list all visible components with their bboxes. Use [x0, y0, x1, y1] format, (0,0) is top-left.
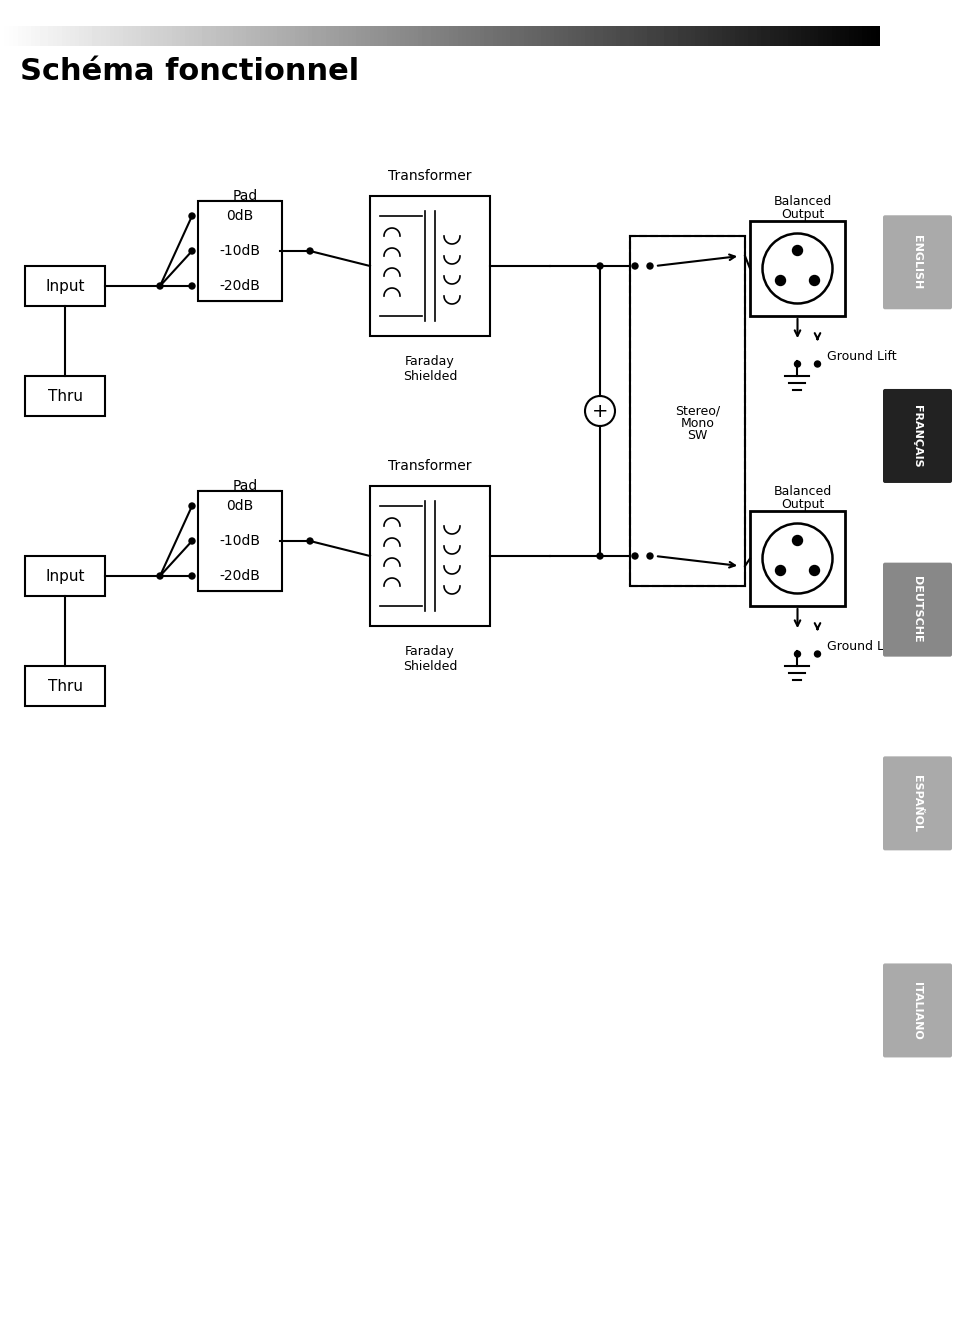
Circle shape: [189, 573, 194, 578]
Circle shape: [792, 246, 801, 255]
FancyBboxPatch shape: [882, 215, 951, 309]
Circle shape: [775, 275, 784, 286]
Text: Thru: Thru: [48, 389, 82, 403]
Text: Ground Lift: Ground Lift: [826, 350, 896, 362]
Text: Schéma fonctionnel: Schéma fonctionnel: [20, 56, 359, 86]
FancyBboxPatch shape: [882, 562, 951, 656]
Text: Shielded: Shielded: [402, 660, 456, 672]
Bar: [198, 492, 282, 591]
Circle shape: [307, 248, 313, 254]
Circle shape: [189, 212, 194, 219]
Text: Input: Input: [45, 278, 85, 294]
Text: Faraday: Faraday: [405, 354, 455, 367]
Text: Output: Output: [781, 497, 823, 510]
Circle shape: [794, 361, 800, 367]
Bar: [25, 556, 105, 596]
Text: -10dB: -10dB: [219, 534, 260, 548]
Bar: [200, 236, 280, 266]
Text: ENGLISH: ENGLISH: [911, 235, 922, 290]
Bar: [200, 492, 280, 521]
Text: Thru: Thru: [48, 679, 82, 693]
FancyBboxPatch shape: [882, 756, 951, 850]
Text: Pad: Pad: [233, 188, 257, 203]
Text: Balanced: Balanced: [773, 485, 831, 497]
Text: SW: SW: [686, 429, 707, 441]
Circle shape: [775, 565, 784, 576]
Text: ITALIANO: ITALIANO: [911, 982, 922, 1039]
Circle shape: [631, 263, 638, 269]
Bar: [200, 271, 280, 301]
Text: Faraday: Faraday: [405, 644, 455, 657]
Text: Input: Input: [45, 569, 85, 584]
Text: Shielded: Shielded: [402, 370, 456, 382]
Bar: [200, 526, 280, 556]
Bar: [25, 266, 105, 306]
Text: Transformer: Transformer: [388, 168, 471, 183]
Bar: [749, 220, 844, 317]
Text: Balanced: Balanced: [773, 195, 831, 207]
Bar: [629, 236, 744, 587]
Text: 0dB: 0dB: [226, 208, 253, 223]
Circle shape: [189, 538, 194, 544]
Bar: [370, 486, 490, 627]
Circle shape: [814, 361, 820, 367]
Bar: [200, 200, 280, 231]
Text: ESPAÑOL: ESPAÑOL: [911, 775, 922, 832]
Circle shape: [646, 263, 652, 269]
Circle shape: [792, 536, 801, 545]
Circle shape: [189, 248, 194, 254]
Text: Pad: Pad: [233, 480, 257, 493]
FancyBboxPatch shape: [882, 389, 951, 482]
Circle shape: [809, 565, 819, 576]
Circle shape: [794, 651, 800, 657]
Text: +: +: [591, 402, 608, 421]
Bar: [25, 667, 105, 705]
Circle shape: [631, 553, 638, 558]
Text: FRANÇAIS: FRANÇAIS: [911, 405, 922, 468]
Bar: [370, 196, 490, 335]
Circle shape: [189, 502, 194, 509]
Bar: [629, 236, 744, 587]
Text: Output: Output: [781, 207, 823, 220]
Circle shape: [597, 263, 602, 269]
FancyBboxPatch shape: [882, 963, 951, 1057]
Circle shape: [189, 283, 194, 289]
Text: Mono: Mono: [679, 417, 714, 429]
Circle shape: [307, 538, 313, 544]
Text: DEUTSCHE: DEUTSCHE: [911, 576, 922, 643]
Bar: [25, 375, 105, 415]
Text: -10dB: -10dB: [219, 244, 260, 258]
Bar: [749, 510, 844, 607]
Bar: [198, 200, 282, 301]
Text: Stereo/: Stereo/: [674, 405, 720, 417]
Text: -20dB: -20dB: [219, 569, 260, 582]
Circle shape: [157, 283, 163, 289]
Text: Ground Lift: Ground Lift: [826, 640, 896, 652]
Text: Transformer: Transformer: [388, 460, 471, 473]
Circle shape: [646, 553, 652, 558]
Circle shape: [597, 553, 602, 558]
Circle shape: [814, 651, 820, 657]
Bar: [200, 561, 280, 591]
Text: 0dB: 0dB: [226, 500, 253, 513]
Circle shape: [809, 275, 819, 286]
Text: -20dB: -20dB: [219, 279, 260, 293]
Circle shape: [157, 573, 163, 578]
